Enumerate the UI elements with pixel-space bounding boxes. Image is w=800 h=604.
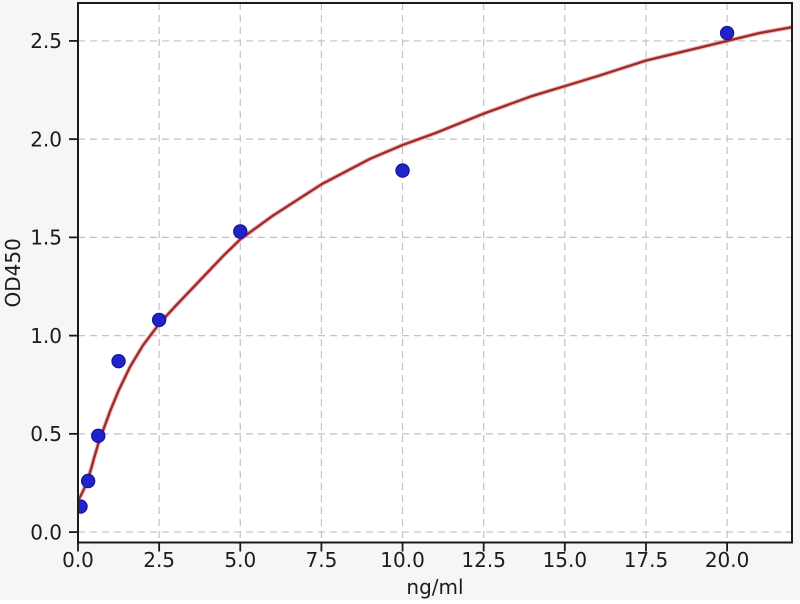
x-tick-label: 7.5 bbox=[306, 548, 338, 572]
gridlines bbox=[78, 3, 792, 543]
x-tick-label: 2.5 bbox=[143, 548, 175, 572]
data-point bbox=[395, 163, 410, 178]
x-tick-label: 12.5 bbox=[461, 548, 506, 572]
y-tick-label: 0.5 bbox=[30, 422, 62, 446]
x-tick-label: 20.0 bbox=[705, 548, 750, 572]
y-tick-label: 0.0 bbox=[30, 520, 62, 544]
data-point bbox=[719, 25, 735, 41]
data-point bbox=[111, 353, 126, 369]
axes-border bbox=[77, 2, 793, 544]
data-point bbox=[78, 499, 88, 514]
x-tick-label: 5.0 bbox=[224, 548, 256, 572]
x-tick-labels: 0.0 2.5 5.0 7.5 10.0 12.5 15.0 17.5 20.0 bbox=[62, 548, 749, 572]
data-points bbox=[78, 25, 735, 514]
tick-marks bbox=[69, 40, 728, 552]
x-tick-label: 10.0 bbox=[380, 548, 425, 572]
x-axis-label: ng/ml bbox=[406, 575, 463, 599]
fit-curve bbox=[78, 24, 792, 503]
y-tick-labels: 0.0 0.5 1.0 1.5 2.0 2.5 bbox=[30, 29, 62, 544]
x-tick-label: 17.5 bbox=[624, 548, 669, 572]
fit-curve-line bbox=[78, 25, 792, 502]
data-point bbox=[233, 224, 248, 239]
y-tick-label: 2.0 bbox=[30, 127, 62, 151]
plot-area-background bbox=[78, 3, 792, 543]
y-tick-label: 1.5 bbox=[30, 226, 62, 250]
plot-content bbox=[78, 24, 792, 514]
data-point bbox=[91, 428, 106, 444]
y-tick-label: 1.0 bbox=[30, 324, 62, 348]
data-point bbox=[80, 473, 96, 489]
x-tick-label: 0.0 bbox=[62, 548, 94, 572]
y-tick-label: 2.5 bbox=[30, 29, 62, 53]
y-axis-label: OD450 bbox=[1, 238, 25, 307]
x-tick-label: 15.0 bbox=[543, 548, 588, 572]
data-point bbox=[151, 312, 167, 328]
